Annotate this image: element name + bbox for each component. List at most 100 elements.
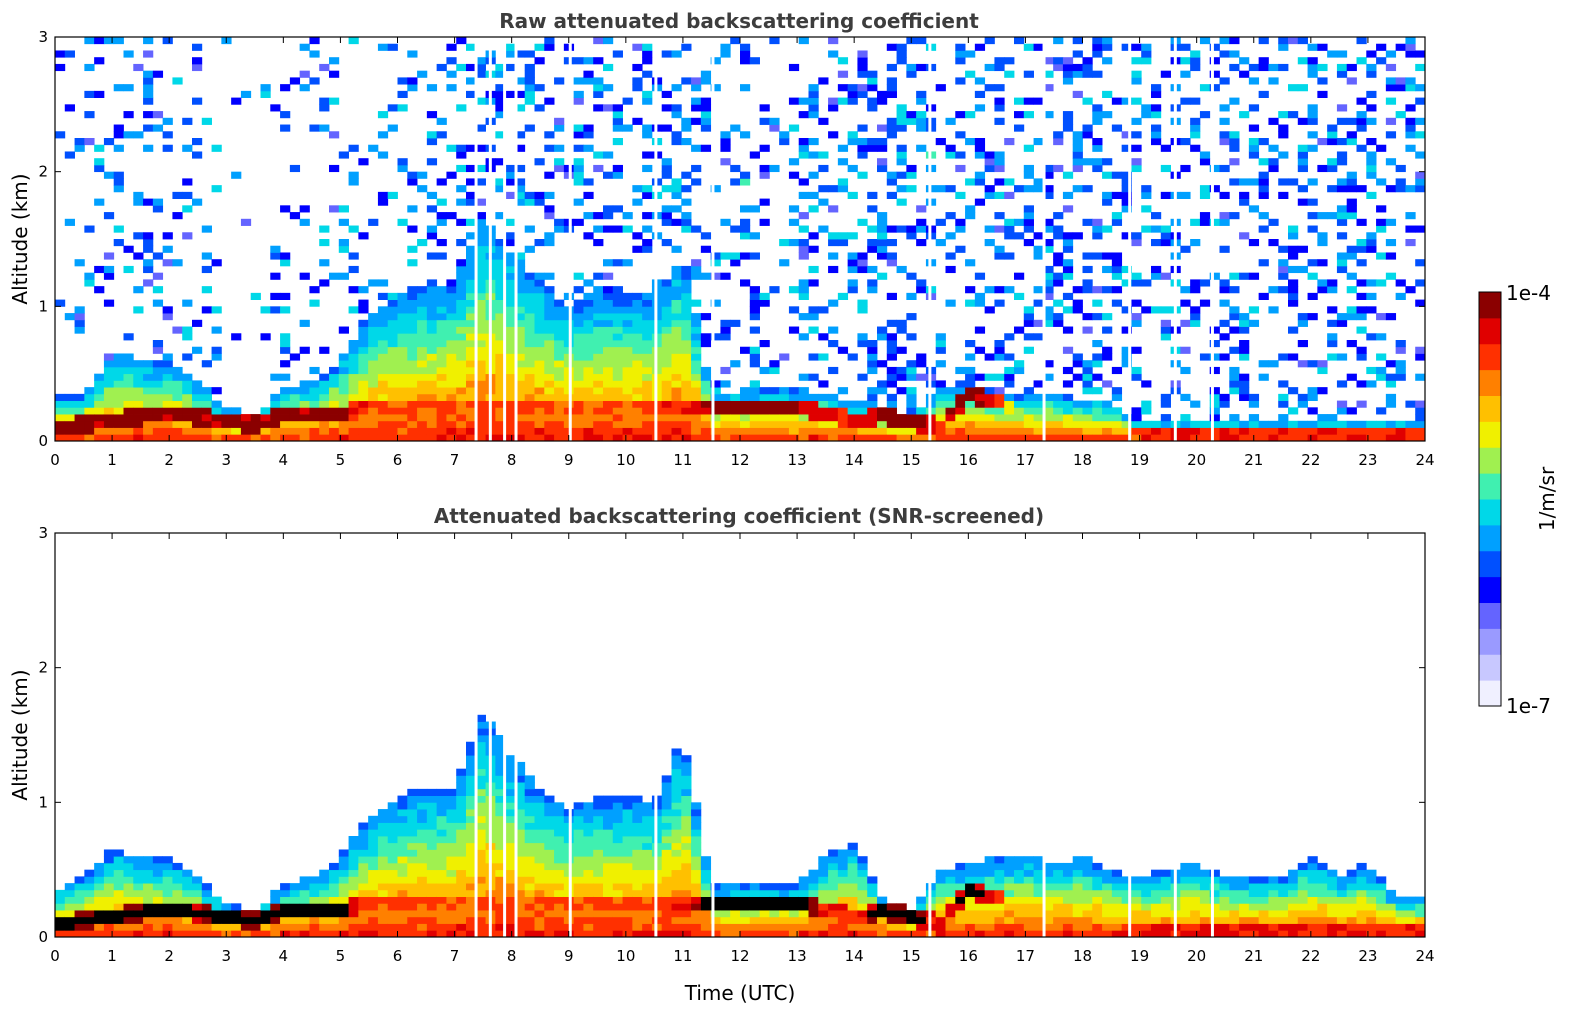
heatmap-cell: [94, 400, 105, 408]
heatmap-cell: [524, 407, 535, 415]
heatmap-cell: [240, 427, 252, 435]
heatmap-cell: [867, 360, 878, 368]
heatmap-cell: [192, 57, 203, 65]
heatmap-cell: [172, 862, 183, 871]
heatmap-cell: [94, 876, 105, 884]
heatmap-cell: [103, 171, 115, 179]
heatmap-cell: [671, 138, 682, 146]
heatmap-cell: [475, 815, 486, 823]
heatmap-cell: [84, 427, 95, 435]
heatmap-cell: [407, 225, 418, 233]
heatmap-cell: [1248, 63, 1260, 72]
heatmap-cell: [1209, 43, 1220, 51]
heatmap-cell: [769, 903, 780, 911]
heatmap-cell: [857, 171, 868, 179]
heatmap-cell: [358, 889, 369, 897]
heatmap-cell: [1395, 292, 1406, 300]
heatmap-cell: [1288, 232, 1299, 240]
heatmap-cell: [837, 916, 849, 924]
heatmap-cell: [798, 903, 809, 911]
heatmap-cell: [1082, 360, 1093, 368]
heatmap-cell: [1111, 889, 1123, 897]
heatmap-cell: [798, 178, 809, 186]
heatmap-cell: [837, 70, 849, 78]
heatmap-cell: [974, 178, 986, 186]
heatmap-cell: [916, 144, 927, 152]
heatmap-cell: [514, 164, 526, 173]
heatmap-cell: [622, 869, 633, 877]
heatmap-cell: [798, 279, 809, 287]
heatmap-cell: [495, 373, 506, 381]
heatmap-cell: [329, 97, 340, 105]
heatmap-cell: [475, 735, 486, 743]
heatmap-cell: [397, 829, 408, 837]
heatmap-cell: [348, 896, 359, 904]
heatmap-cell: [84, 434, 95, 442]
heatmap-cell: [123, 333, 134, 341]
heatmap-cell: [1190, 306, 1201, 314]
heatmap-cell: [759, 889, 770, 897]
heatmap-cell: [162, 259, 173, 267]
heatmap-cell: [1141, 185, 1152, 193]
heatmap-cell: [338, 400, 349, 408]
heatmap-cell: [661, 795, 672, 803]
heatmap-cell: [240, 218, 252, 226]
heatmap-cell: [1288, 407, 1299, 415]
heatmap-cell: [808, 90, 819, 98]
heatmap-cell: [162, 862, 173, 871]
heatmap-cell: [94, 910, 105, 918]
heatmap-cell: [260, 427, 271, 435]
heatmap-cell: [1317, 420, 1328, 428]
heatmap-cell: [1317, 286, 1328, 294]
heatmap-cell: [583, 319, 594, 327]
heatmap-cell: [475, 420, 486, 428]
heatmap-cell: [358, 876, 369, 884]
heatmap-cell: [798, 876, 809, 884]
heatmap-cell: [103, 434, 115, 442]
heatmap-cell: [808, 245, 819, 253]
heatmap-cell: [671, 50, 682, 58]
heatmap-cell: [377, 829, 389, 837]
heatmap-cell: [1043, 239, 1054, 247]
heatmap-cell: [1297, 158, 1308, 166]
heatmap-cell: [534, 239, 545, 247]
heatmap-cell: [368, 842, 379, 850]
heatmap-cell: [143, 387, 154, 395]
heatmap-cell: [358, 822, 369, 830]
heatmap-cell: [1014, 407, 1025, 415]
heatmap-cell: [867, 104, 878, 112]
heatmap-cell: [377, 393, 389, 401]
heatmap-cell: [172, 380, 183, 388]
heatmap-cell: [64, 104, 75, 112]
heatmap-cell: [368, 883, 379, 891]
heatmap-cell: [534, 306, 545, 314]
heatmap-cell: [1356, 111, 1367, 119]
heatmap-cell: [779, 393, 790, 401]
heatmap-cell: [514, 761, 526, 770]
heatmap-cell: [1190, 427, 1201, 435]
heatmap-cell: [779, 903, 790, 911]
heatmap-cell: [192, 319, 203, 327]
heatmap-cell: [681, 373, 692, 381]
heatmap-cell: [740, 903, 751, 911]
heatmap-cell: [1366, 333, 1377, 341]
heatmap-cell: [201, 225, 212, 233]
heatmap-cell: [700, 930, 712, 938]
heatmap-cell: [64, 50, 75, 58]
heatmap-cell: [426, 279, 438, 287]
heatmap-cell: [475, 721, 486, 729]
heatmap-cell: [828, 239, 839, 247]
heatmap-cell: [994, 97, 1005, 105]
heatmap-cell: [603, 809, 614, 817]
heatmap-cell: [182, 930, 193, 938]
heatmap-cell: [612, 809, 623, 817]
heatmap-cell: [593, 90, 604, 98]
heatmap-cell: [289, 923, 301, 931]
heatmap-cell: [1258, 427, 1269, 435]
heatmap-cell: [1209, 434, 1220, 442]
heatmap-cell: [1190, 923, 1201, 931]
heatmap-cell: [847, 353, 858, 361]
heatmap-cell: [1023, 407, 1034, 415]
heatmap-cell: [984, 239, 995, 247]
heatmap-cell: [759, 198, 770, 206]
